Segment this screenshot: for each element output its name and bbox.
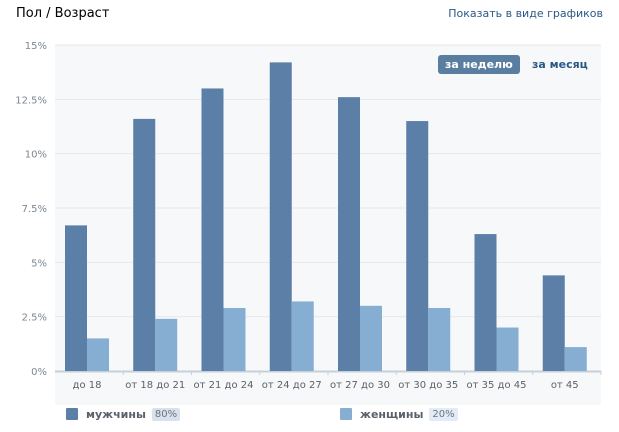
bar-male[interactable] <box>406 121 429 371</box>
bar-male[interactable] <box>338 97 360 371</box>
y-tick-label: 7.5% <box>22 204 47 215</box>
legend-male-swatch <box>66 408 78 420</box>
x-tick-label: от 45 <box>551 380 579 391</box>
y-tick-label: 12.5% <box>15 95 47 106</box>
bar-female[interactable] <box>223 307 246 371</box>
bar-male[interactable] <box>542 275 565 371</box>
bar-male[interactable] <box>474 234 497 371</box>
legend-male-label: мужчины <box>86 407 146 421</box>
bar-female[interactable] <box>428 307 451 371</box>
x-tick-label: до 18 <box>73 380 102 391</box>
bar-female[interactable] <box>564 347 587 371</box>
bar-female[interactable] <box>155 318 178 371</box>
y-tick-label: 10% <box>25 150 47 161</box>
period-month-button[interactable]: за месяц <box>532 58 588 71</box>
y-tick-label: 15% <box>25 41 47 52</box>
bar-female[interactable] <box>360 305 382 371</box>
x-tick-label: от 27 до 30 <box>330 380 390 391</box>
legend-male-percent: 80% <box>151 407 181 421</box>
page-title: Пол / Возраст <box>16 6 110 21</box>
y-tick-label: 2.5% <box>22 313 47 324</box>
bar-male[interactable] <box>65 225 87 371</box>
legend-female-swatch <box>340 408 352 420</box>
x-tick-label: от 18 до 21 <box>125 380 185 391</box>
x-tick-label: от 30 до 35 <box>398 380 458 391</box>
bar-female[interactable] <box>87 338 109 371</box>
bar-male[interactable] <box>201 88 224 371</box>
x-tick-label: от 35 до 45 <box>467 380 527 391</box>
bar-female[interactable] <box>496 327 519 371</box>
bar-female[interactable] <box>291 301 314 371</box>
show-as-graphs-link[interactable]: Показать в виде графиков <box>448 7 603 20</box>
bar-chart: 0% 2.5% 5% 7.5% 10% 12.5% 15% до 18 от 18 до 21 о… <box>15 41 602 391</box>
bar-male[interactable] <box>269 62 292 372</box>
legend-male[interactable]: мужчины 80% <box>66 405 181 423</box>
legend-female-percent: 20% <box>429 407 458 421</box>
period-week-button[interactable]: за неделю <box>438 55 520 74</box>
age-gender-chart: 0% 2.5% 5% 7.5% 10% 12.5% 15% до 18 от 18 до 21 о… <box>0 36 619 432</box>
legend-female[interactable]: женщины 20% <box>340 405 458 423</box>
legend-female-label: женщины <box>360 407 424 421</box>
y-tick-label: 5% <box>31 258 47 269</box>
y-tick-label: 0% <box>31 367 47 378</box>
x-tick-label: от 21 до 24 <box>194 380 254 391</box>
x-tick-label: от 24 до 27 <box>262 380 322 391</box>
bar-male[interactable] <box>133 118 156 371</box>
